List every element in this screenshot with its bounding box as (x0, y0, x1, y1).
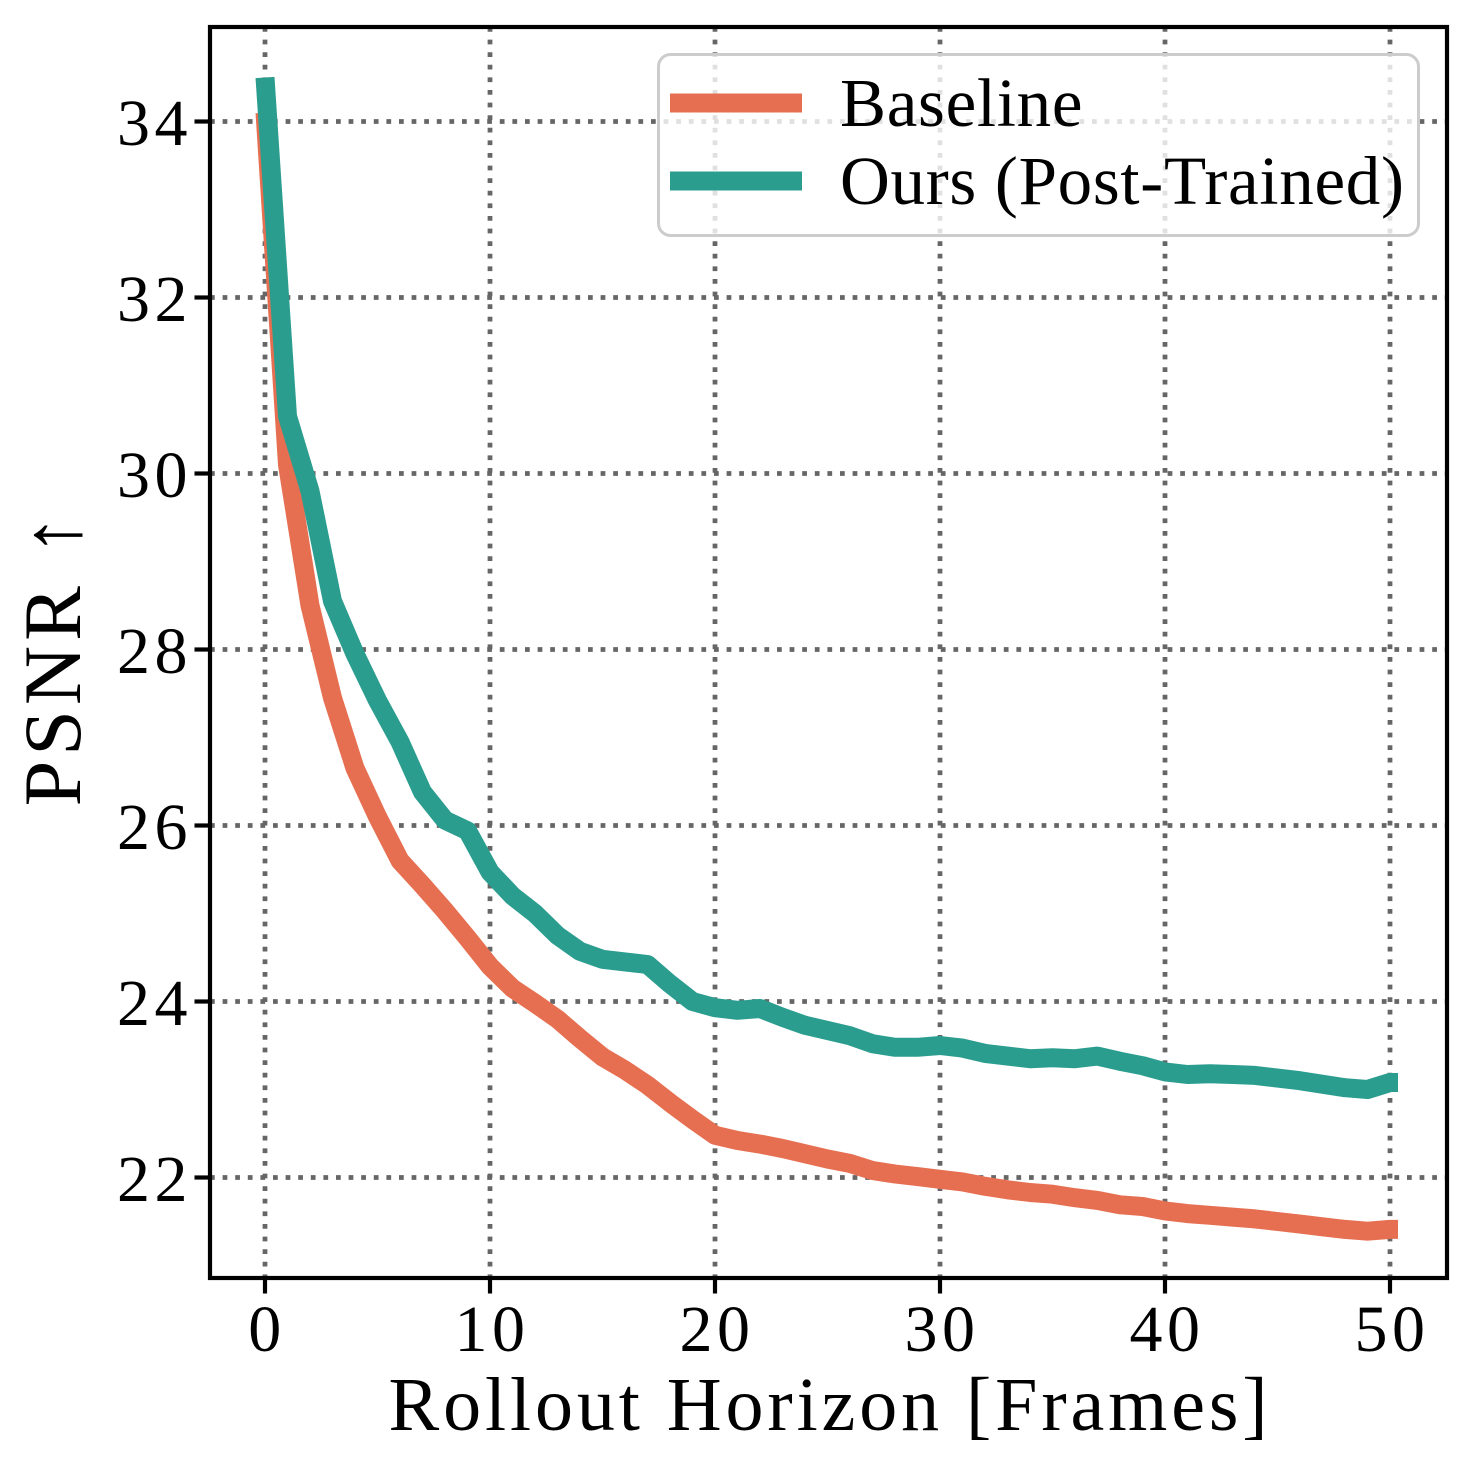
svg-text:30: 30 (117, 439, 192, 512)
svg-text:24: 24 (117, 967, 192, 1040)
svg-text:22: 22 (117, 1143, 192, 1216)
svg-text:0: 0 (248, 1293, 286, 1366)
svg-text:40: 40 (1130, 1293, 1205, 1366)
svg-text:32: 32 (117, 263, 192, 336)
svg-text:26: 26 (117, 791, 192, 864)
svg-text:20: 20 (680, 1293, 755, 1366)
svg-text:Ours (Post-Trained): Ours (Post-Trained) (840, 143, 1405, 219)
svg-text:PSNR ↑: PSNR ↑ (7, 510, 98, 807)
svg-text:34: 34 (117, 87, 192, 160)
svg-text:10: 10 (455, 1293, 530, 1366)
svg-text:Rollout Horizon [Frames]: Rollout Horizon [Frames] (388, 1363, 1271, 1447)
svg-text:Baseline: Baseline (840, 65, 1083, 141)
svg-text:50: 50 (1355, 1293, 1430, 1366)
svg-text:30: 30 (905, 1293, 980, 1366)
svg-text:28: 28 (117, 615, 192, 688)
